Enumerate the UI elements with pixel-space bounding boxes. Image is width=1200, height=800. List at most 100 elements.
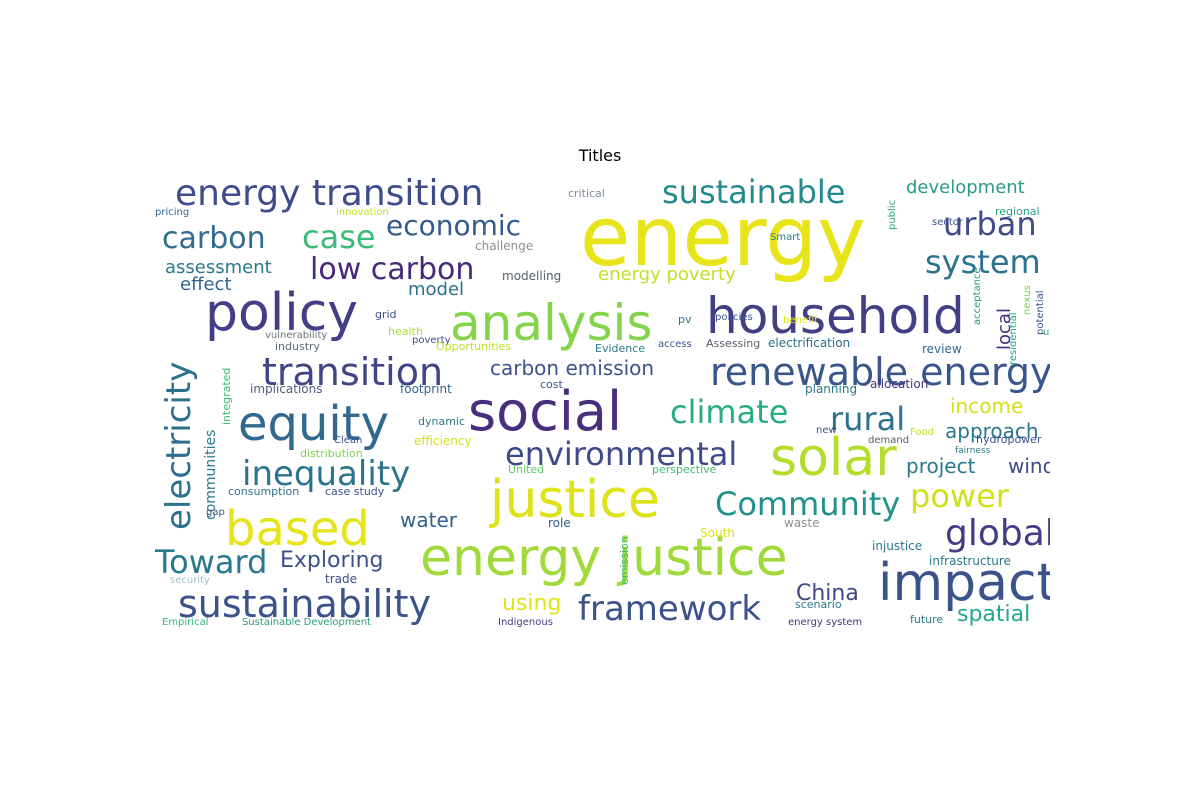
cloud-word: low carbon [310, 252, 474, 287]
cloud-word: sustainable [662, 175, 845, 211]
cloud-word: consumption [228, 485, 299, 498]
cloud-word: economic [386, 209, 521, 242]
cloud-word: efficiency [414, 434, 472, 448]
cloud-word: integrated [220, 368, 233, 425]
cloud-word: carbon emission [490, 356, 654, 380]
cloud-word: Sustainable Development [242, 617, 371, 628]
cloud-word: critical [568, 187, 605, 200]
cloud-word: challenge [475, 239, 533, 253]
cloud-word: Assessing [706, 337, 760, 350]
cloud-word: sector [932, 217, 964, 228]
cloud-word: climate [670, 393, 788, 431]
cloud-word: pricing [155, 207, 189, 218]
cloud-word: Toward [154, 543, 267, 581]
cloud-word: transition [262, 350, 443, 394]
cloud-word: approach [945, 419, 1039, 443]
cloud-word: trade [325, 572, 357, 586]
cloud-word: effect [180, 274, 232, 295]
cloud-word: new [816, 425, 837, 436]
cloud-word: project [906, 454, 976, 478]
cloud-word: industry [275, 340, 321, 353]
cloud-word: model [408, 279, 464, 300]
cloud-word: regional [995, 205, 1040, 218]
cloud-word: justice [489, 470, 660, 530]
cloud-word: China [796, 581, 859, 606]
cloud-word: wind [1008, 454, 1050, 478]
cloud-word: United [508, 463, 544, 476]
cloud-word: allocation [870, 377, 928, 391]
cloud-word: policy [205, 283, 358, 343]
cloud-word: hydropower [976, 433, 1042, 446]
cloud-word: nexus [1022, 285, 1033, 315]
cloud-word: Smart [770, 232, 800, 243]
cloud-word: global [945, 513, 1050, 554]
cloud-word: scenario [795, 598, 842, 611]
cloud-word: Evidence [595, 342, 645, 355]
cloud-word: access [658, 339, 692, 350]
cloud-word: footprint [400, 382, 452, 396]
cloud-word: implications [250, 382, 323, 396]
cloud-word: energy [580, 190, 866, 285]
cloud-word: energy transition [175, 175, 483, 214]
cloud-word: pv [678, 313, 692, 326]
cloud-word: case study [325, 485, 385, 498]
cloud-word: system [925, 243, 1041, 281]
cloud-word: local [994, 308, 1015, 350]
cloud-word: Exploring [280, 548, 384, 573]
cloud-word: infrastructure [929, 554, 1011, 568]
cloud-word: carbon [162, 221, 266, 256]
cloud-word: Indigenous [498, 617, 553, 628]
cloud-word: use [1043, 327, 1050, 338]
cloud-word: fairness [955, 446, 991, 456]
cloud-word: communities [203, 430, 219, 520]
cloud-word: spatial [957, 602, 1030, 627]
cloud-word: review [922, 342, 962, 356]
cloud-word: planning [805, 382, 857, 396]
cloud-word: future [910, 613, 943, 626]
cloud-word: health [388, 325, 423, 338]
cloud-word: energy poverty [598, 264, 736, 285]
cloud-word: analysis [450, 294, 652, 352]
cloud-word: framework [578, 589, 761, 629]
cloud-word: based [225, 501, 370, 557]
cloud-word: household [706, 287, 965, 345]
cloud-word: Empirical [162, 617, 208, 628]
cloud-word: South [700, 526, 735, 540]
cloud-word: policies [715, 312, 753, 323]
figure-title: Titles [578, 146, 622, 165]
cloud-word: development [906, 177, 1025, 198]
cloud-word: social [468, 380, 622, 443]
cloud-word: perspective [652, 463, 717, 476]
cloud-word: sustainability [178, 582, 431, 626]
cloud-word: water [400, 508, 458, 532]
cloud-word: renewable energy [710, 350, 1050, 394]
cloud-word: rural [830, 400, 905, 438]
cloud-word: power [910, 477, 1010, 515]
cloud-word: potential [1035, 291, 1046, 335]
cloud-word: using [502, 591, 561, 616]
cloud-word: case [302, 218, 376, 256]
cloud-word: gap [206, 507, 225, 518]
cloud-word: grid [375, 308, 397, 321]
cloud-word: environmental [505, 435, 737, 473]
cloud-word: injustice [872, 539, 922, 553]
cloud-word: Opportunities [436, 340, 511, 353]
cloud-word: impact [878, 553, 1050, 613]
cloud-word: inequality [242, 454, 410, 494]
cloud-word: electricity [159, 362, 199, 530]
cloud-word: Clean [334, 435, 362, 446]
cloud-word: benefit [783, 315, 818, 326]
cloud-word: security [170, 575, 210, 586]
cloud-word: waste [784, 516, 820, 530]
cloud-word: emission [618, 536, 631, 585]
cloud-word: energy system [788, 617, 862, 628]
cloud-word: assessment [165, 257, 272, 278]
cloud-word: demand [868, 435, 909, 446]
cloud-word: equity [238, 396, 389, 452]
cloud-word: Community [715, 485, 900, 523]
cloud-word: public [887, 200, 898, 230]
cloud-word: cost [540, 378, 564, 391]
cloud-word: distribution [300, 447, 363, 460]
cloud-word: role [548, 516, 571, 530]
